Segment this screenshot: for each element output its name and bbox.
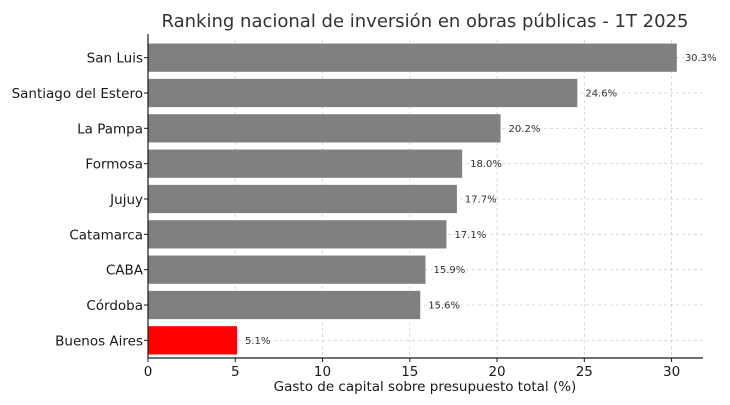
category-label-buenos-aires: Buenos Aires — [55, 333, 143, 349]
category-label-santiago-del-estero: Santiago del Estero — [12, 86, 143, 102]
bar-la-pampa — [148, 114, 501, 143]
category-label-catamarca: Catamarca — [69, 227, 143, 243]
data-label-la-pampa: 20.2% — [509, 124, 541, 135]
data-label-buenos-aires: 5.1% — [245, 336, 270, 347]
bar-buenos-aires — [148, 326, 238, 355]
category-label-san-luis: San Luis — [87, 51, 143, 67]
x-tick-label-0: 0 — [144, 364, 153, 380]
x-tick-label-20: 20 — [488, 364, 505, 380]
x-tick-label-5: 5 — [231, 364, 240, 380]
bar-jujuy — [148, 184, 457, 214]
x-axis-ticks: 0 5 10 15 20 25 30 — [144, 57, 680, 380]
data-label-formosa: 18.0% — [470, 159, 502, 170]
category-label-cordoba: Córdoba — [86, 298, 143, 314]
chart-title: Ranking nacional de inversión en obras p… — [162, 11, 689, 32]
category-label-la-pampa: La Pampa — [77, 121, 143, 137]
x-tick-label-25: 25 — [576, 364, 593, 380]
bar-catamarca — [148, 220, 447, 249]
category-labels: San Luis Santiago del Estero La Pampa Formo… — [12, 51, 144, 350]
category-label-caba: CABA — [106, 263, 144, 279]
data-label-cordoba: 15.6% — [428, 301, 460, 312]
x-axis-label: Gasto de capital sobre presupuesto total… — [274, 379, 577, 395]
data-labels: 30.3% 24.6% 20.2% 18.0% 17.7% 17.1% 15.9% 15.6%… — [245, 53, 717, 347]
bars — [148, 43, 677, 355]
bar-santiago-del-estero — [148, 78, 578, 108]
category-label-jujuy: Jujuy — [109, 192, 143, 208]
data-label-santiago-del-estero: 24.6% — [585, 89, 617, 100]
x-tick-label-30: 30 — [663, 364, 680, 380]
x-tick-label-10: 10 — [314, 364, 331, 380]
bar-san-luis — [148, 43, 677, 72]
bar-formosa — [148, 149, 463, 178]
data-label-catamarca: 17.1% — [454, 230, 486, 241]
bar-caba — [148, 255, 426, 284]
bar-cordoba — [148, 290, 421, 320]
x-tick-label-15: 15 — [401, 364, 418, 380]
data-label-san-luis: 30.3% — [685, 53, 717, 64]
data-label-jujuy: 17.7% — [465, 195, 497, 206]
category-label-formosa: Formosa — [85, 157, 143, 173]
data-label-caba: 15.9% — [434, 265, 466, 276]
